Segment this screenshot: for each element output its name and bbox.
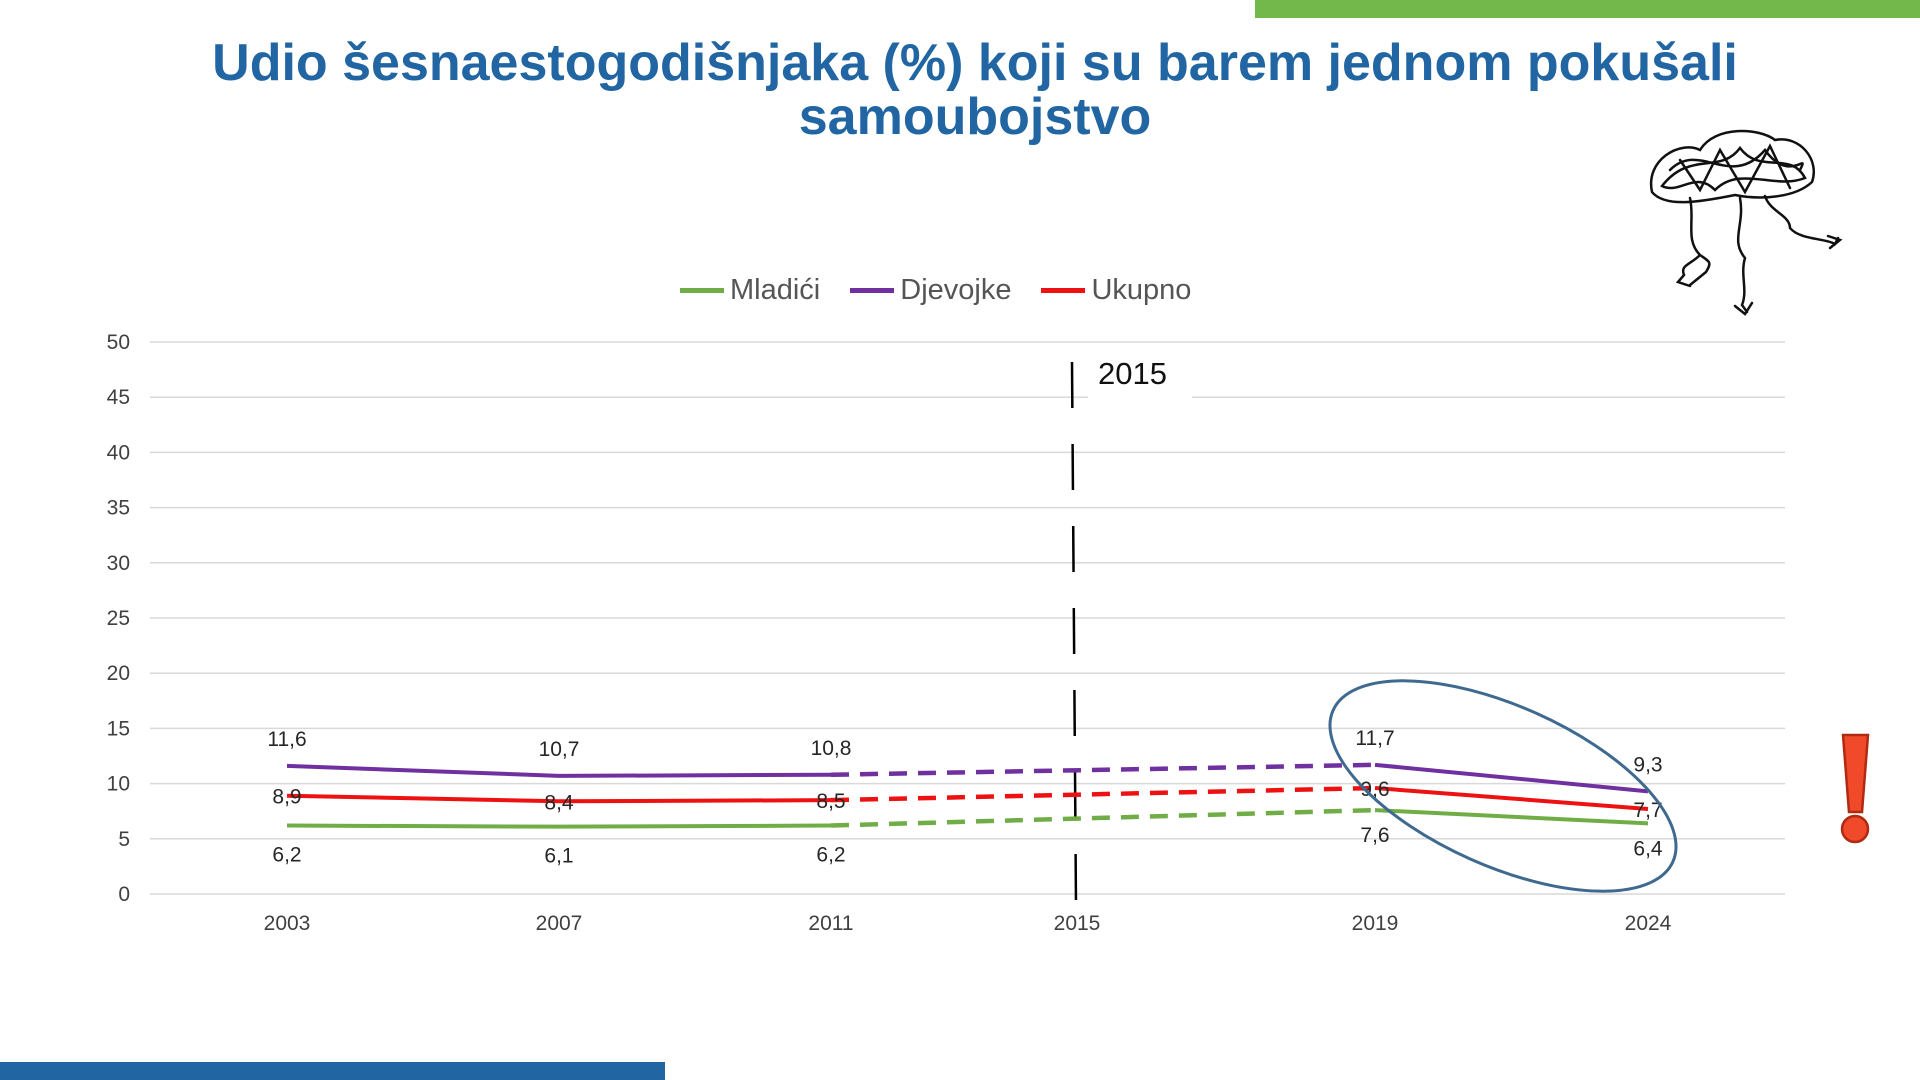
chart-title-line1: Udio šesnaestogodišnjaka (%) koji su bar… xyxy=(212,34,1738,92)
legend-swatch-mladici xyxy=(680,287,724,293)
y-tick-40: 40 xyxy=(107,441,130,464)
series-line-mladici-2019-2024 xyxy=(1374,808,1649,826)
y-tick-45: 45 xyxy=(107,386,130,409)
series-line-mladici-2003-2007 xyxy=(286,823,560,829)
series-line-ukupno-2003-2007 xyxy=(286,793,560,804)
series-line-mladici-2007-2011 xyxy=(558,823,832,829)
legend-item-mladici: Mladići xyxy=(680,274,820,307)
bottom-accent-bar xyxy=(0,1062,665,1080)
series-line-djevojke-2019-2024 xyxy=(1374,762,1649,794)
exclamation-body xyxy=(1841,733,1870,814)
y-axis-ticks: 0 5 10 15 20 25 30 35 40 45 50 xyxy=(107,331,130,906)
legend-item-djevojke: Djevojke xyxy=(850,274,1011,307)
year-2015-marker-label: 2015 xyxy=(1098,356,1167,391)
data-label-djevojke-2019: 11,7 xyxy=(1355,727,1394,750)
series-line-mladici-2011-2019 xyxy=(830,807,1376,828)
data-label-djevojke-2024: 9,3 xyxy=(1633,753,1662,776)
exclamation-icon xyxy=(1840,733,1870,844)
gridlines xyxy=(150,341,1785,895)
legend-label-djevojke: Djevojke xyxy=(900,273,1012,306)
data-label-mladici-2024: 6,4 xyxy=(1633,837,1663,860)
scribble-figure-icon xyxy=(1649,129,1843,316)
data-label-mladici-2007: 6,1 xyxy=(544,845,573,868)
data-label-mladici-2019: 7,6 xyxy=(1360,824,1389,847)
data-labels: 6,2 6,1 6,2 7,6 6,4 11,6 10,7 10,8 11,7 9,3 8,9 8,4… xyxy=(267,727,1663,868)
x-tick-2019: 2019 xyxy=(1352,912,1399,935)
legend-label-mladici: Mladići xyxy=(730,273,821,306)
x-tick-2007: 2007 xyxy=(536,912,583,935)
series-line-ukupno-2007-2011 xyxy=(558,798,832,804)
y-tick-50: 50 xyxy=(107,331,130,354)
y-tick-10: 10 xyxy=(107,773,130,796)
highlight-ellipse xyxy=(1328,679,1678,893)
series-line-djevojke-2003-2007 xyxy=(286,763,560,778)
series-line-ukupno-2011-2019 xyxy=(830,785,1376,803)
x-tick-2024: 2024 xyxy=(1625,912,1672,935)
year-2015-marker-label-box xyxy=(1088,344,1192,400)
y-tick-35: 35 xyxy=(107,497,130,520)
legend-swatch-ukupno xyxy=(1041,287,1086,293)
x-tick-2003: 2003 xyxy=(264,912,311,935)
y-tick-25: 25 xyxy=(107,607,130,630)
data-label-mladici-2003: 6,2 xyxy=(272,844,301,867)
data-label-djevojke-2003: 11,6 xyxy=(267,728,306,751)
legend-label-ukupno: Ukupno xyxy=(1091,273,1192,306)
legend-swatch-djevojke xyxy=(850,287,895,293)
x-axis-ticks: 2003 2007 2011 2015 2019 2024 xyxy=(264,912,1672,935)
year-2015-marker: 2015 xyxy=(1070,344,1192,907)
series-lines xyxy=(286,762,1649,829)
data-label-ukupno-2024: 7,7 xyxy=(1633,799,1662,822)
chart-legend: Mladići Djevojke Ukupno xyxy=(680,270,1191,310)
legend-item-ukupno: Ukupno xyxy=(1041,274,1191,307)
data-label-ukupno-2019: 9,6 xyxy=(1360,778,1389,801)
year-2015-marker-line xyxy=(1070,361,1078,907)
data-label-ukupno-2011: 8,5 xyxy=(816,790,845,813)
y-tick-5: 5 xyxy=(118,828,130,851)
top-accent-bar xyxy=(1255,0,1920,18)
data-label-ukupno-2003: 8,9 xyxy=(272,786,301,809)
x-tick-2015: 2015 xyxy=(1054,912,1101,935)
chart-title-line2: samoubojstvo xyxy=(798,88,1152,146)
data-label-ukupno-2007: 8,4 xyxy=(544,791,574,814)
exclamation-dot xyxy=(1840,814,1870,844)
data-label-mladici-2011: 6,2 xyxy=(816,844,845,867)
chart-title: Udio šesnaestogodišnjaka (%) koji su bar… xyxy=(0,36,1920,144)
data-label-djevojke-2007: 10,7 xyxy=(539,738,580,761)
series-line-djevojke-2007-2011 xyxy=(558,772,832,778)
y-tick-0: 0 xyxy=(118,883,130,906)
x-tick-2011: 2011 xyxy=(808,912,853,935)
data-label-djevojke-2011: 10,8 xyxy=(811,737,852,760)
y-tick-30: 30 xyxy=(107,552,130,575)
y-tick-15: 15 xyxy=(107,717,130,740)
series-line-djevojke-2011-2019 xyxy=(830,762,1376,778)
series-line-ukupno-2019-2024 xyxy=(1374,786,1649,811)
y-tick-20: 20 xyxy=(107,662,130,685)
